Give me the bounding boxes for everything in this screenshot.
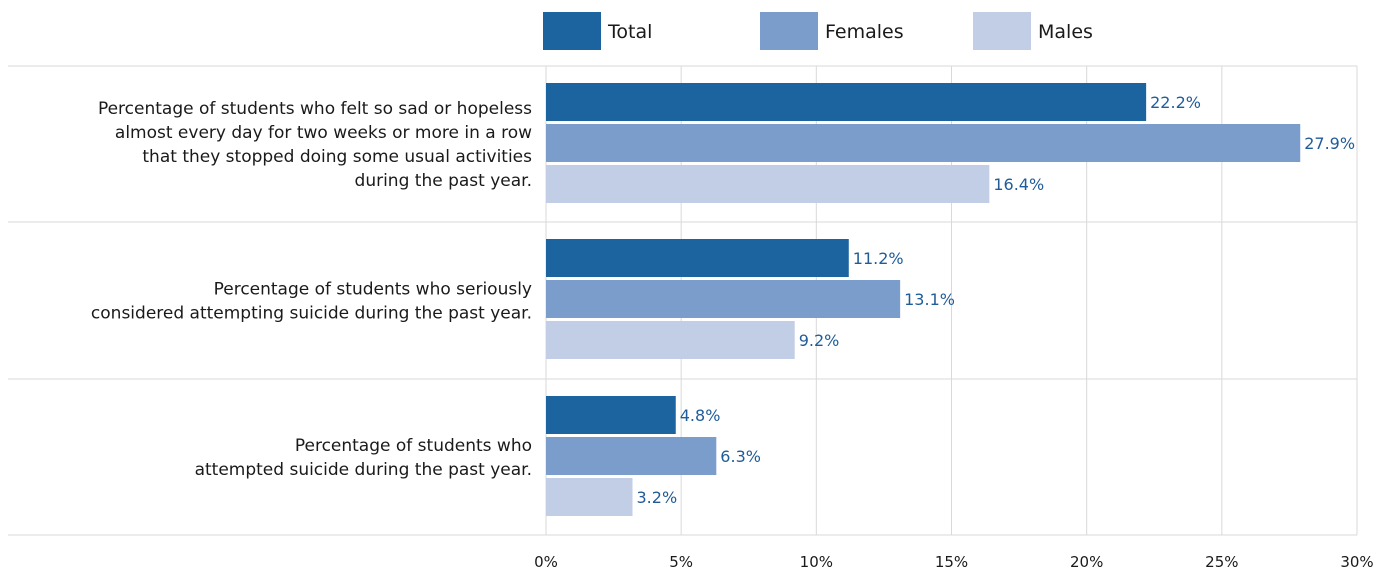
data-label: 16.4%: [993, 175, 1044, 194]
data-label: 4.8%: [680, 406, 721, 425]
data-label: 9.2%: [799, 331, 840, 350]
data-label: 11.2%: [853, 249, 904, 268]
category-separators: [8, 65, 1357, 536]
legend-label-females: Females: [825, 21, 904, 43]
legend-swatch-females: [760, 12, 818, 50]
bar-total: [546, 83, 1147, 121]
legend-swatch-males: [973, 12, 1031, 50]
legend-swatch-total: [543, 12, 601, 50]
bar-males: [546, 321, 795, 359]
bar-total: [546, 239, 849, 277]
data-labels: 22.2% 27.9% 16.4% 11.2% 13.1% 9.2% 4.8% 6.3% 3.2…: [637, 93, 1356, 507]
x-tick-label: 15%: [935, 553, 968, 571]
data-label: 27.9%: [1304, 134, 1355, 153]
data-label: 13.1%: [904, 290, 955, 309]
x-tick-label: 10%: [800, 553, 833, 571]
x-tick-label: 25%: [1205, 553, 1238, 571]
x-axis-ticks: 0% 5% 10% 15% 20% 25% 30%: [534, 553, 1374, 571]
legend: Total Females Males: [543, 12, 1093, 50]
x-tick-label: 5%: [669, 553, 693, 571]
data-label: 3.2%: [637, 488, 678, 507]
bar-total: [546, 396, 676, 434]
legend-label-total: Total: [607, 21, 652, 43]
category-label: Percentage of students who felt so sad o…: [98, 99, 532, 191]
category-label: Percentage of students who seriously cons…: [91, 280, 532, 324]
bar-females: [546, 437, 717, 475]
x-tick-label: 0%: [534, 553, 558, 571]
category-label: Percentage of students who attempted suic…: [195, 436, 532, 480]
x-tick-label: 30%: [1340, 553, 1373, 571]
x-tick-label: 20%: [1070, 553, 1103, 571]
category-labels: Percentage of students who felt so sad o…: [91, 99, 532, 480]
bar-females: [546, 124, 1301, 162]
legend-label-males: Males: [1038, 21, 1093, 43]
bar-males: [546, 165, 990, 203]
bar-females: [546, 280, 901, 318]
data-label: 6.3%: [720, 447, 761, 466]
data-label: 22.2%: [1150, 93, 1201, 112]
bar-males: [546, 478, 633, 516]
bars: [546, 83, 1301, 516]
